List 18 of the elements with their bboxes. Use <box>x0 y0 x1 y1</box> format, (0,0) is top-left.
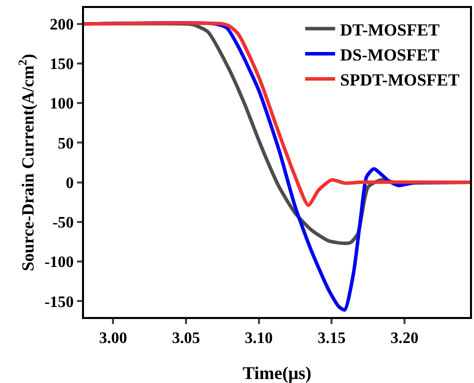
y-tick-label: -100 <box>44 254 74 272</box>
y-tick-label: 200 <box>50 16 74 34</box>
y-tick-label: 50 <box>58 135 74 152</box>
legend-label: DS-MOSFET <box>340 45 440 64</box>
x-tick-label: 3.20 <box>390 330 418 348</box>
x-tick-label: 3.00 <box>99 330 128 348</box>
y-tick-label: -50 <box>52 214 74 232</box>
y-tick-label: 150 <box>50 56 74 74</box>
x-tick-label: 3.10 <box>244 330 273 348</box>
y-tick-label: 0 <box>66 174 74 192</box>
x-axis-title: Time(μs) <box>242 363 312 383</box>
line-series <box>84 21 470 208</box>
legend-label: SPDT-MOSFET <box>340 70 460 90</box>
y-tick-label: 100 <box>50 96 74 113</box>
x-tick-label: 3.05 <box>172 330 200 348</box>
x-tick-label: 3.15 <box>318 330 346 348</box>
legend-label: DT-MOSFET <box>340 20 440 40</box>
y-tick-label: -150 <box>44 294 74 311</box>
